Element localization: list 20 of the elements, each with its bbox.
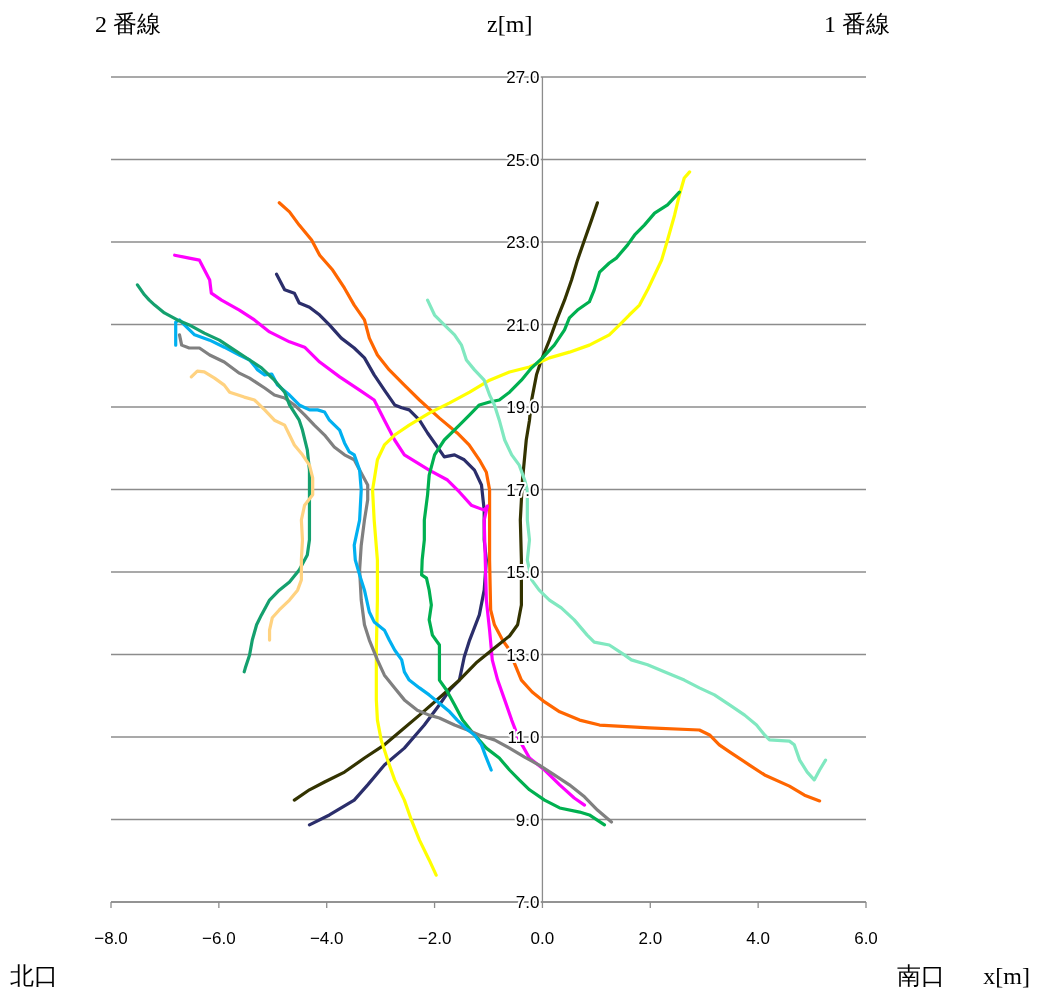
xtick: 4.0 <box>746 929 770 948</box>
xlabel: x[m] <box>983 963 1030 989</box>
ytick: 7.0 <box>515 893 540 912</box>
annotation: 2 番線 <box>95 11 161 37</box>
xtick: −6.0 <box>202 929 236 948</box>
xtick: −2.0 <box>417 929 452 948</box>
xtick: 2.0 <box>638 929 663 948</box>
xtick: 0.0 <box>530 929 555 948</box>
xtick: −8.0 <box>94 929 128 948</box>
annotation: 北口 <box>10 963 58 989</box>
ytick: 25.0 <box>506 150 540 170</box>
ytick: 21.0 <box>506 315 540 335</box>
ytick: 23.0 <box>506 233 540 252</box>
ylabel: z[m] <box>487 11 533 37</box>
ytick: 9.0 <box>515 810 540 830</box>
xtick: 6.0 <box>854 929 878 948</box>
annotation: 南口 <box>897 963 945 989</box>
annotation: 1 番線 <box>824 11 890 37</box>
ytick: 27.0 <box>506 68 540 87</box>
xtick: −4.0 <box>309 929 344 948</box>
